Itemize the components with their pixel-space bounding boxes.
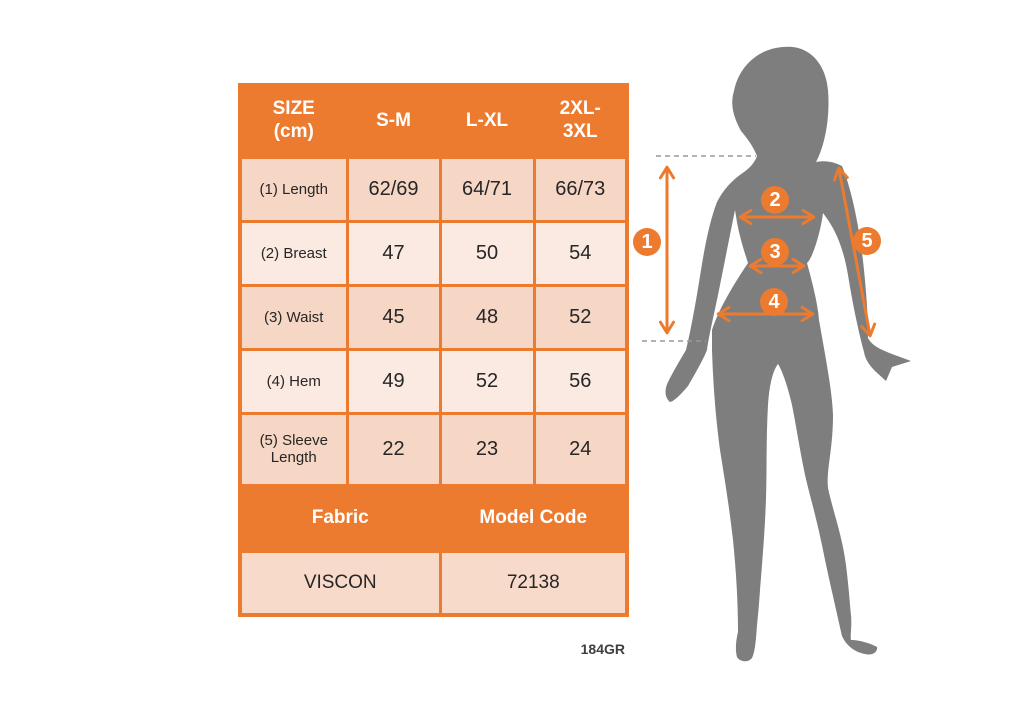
header-size-cm: SIZE (cm) [238, 83, 349, 159]
svg-text:4: 4 [768, 291, 780, 313]
header-col-2xl3xl: 2XL- 3XL [532, 83, 629, 159]
svg-text:5: 5 [861, 230, 872, 252]
cell-value: 62/69 [345, 155, 442, 223]
woman-silhouette [665, 46, 911, 662]
cell-value: 66/73 [532, 155, 629, 223]
model-code-label: Model Code [438, 483, 629, 553]
row-label-hem: (4) Hem [238, 347, 349, 415]
svg-text:3: 3 [769, 241, 780, 263]
row-label-sleeve-length: (5) Sleeve Length [238, 411, 349, 487]
cell-value: 48 [438, 283, 536, 351]
fabric-header-row: Fabric Model Code [238, 483, 629, 553]
measure-arrow-sleeve [832, 166, 877, 338]
size-table: SIZE (cm) S-M L-XL 2XL- 3XL (1) Length 6… [238, 83, 629, 617]
row-label-waist: (3) Waist [238, 283, 349, 351]
cell-value: 54 [532, 219, 629, 287]
header-col-lxl: L-XL [438, 83, 536, 159]
fabric-label: Fabric [238, 483, 442, 553]
cell-value: 52 [532, 283, 629, 351]
measure-badge-4: 4 [760, 288, 788, 316]
table-row: (3) Waist 45 48 52 [238, 283, 629, 351]
table-row: (2) Breast 47 50 54 [238, 219, 629, 287]
fabric-value-row: VISCON 72138 [238, 549, 629, 617]
header-col-sm: S-M [345, 83, 442, 159]
table-row: (4) Hem 49 52 56 [238, 347, 629, 415]
cell-value: 56 [532, 347, 629, 415]
cell-value: 64/71 [438, 155, 536, 223]
table-row: (1) Length 62/69 64/71 66/73 [238, 155, 629, 223]
row-label-length: (1) Length [238, 155, 349, 223]
table-header-row: SIZE (cm) S-M L-XL 2XL- 3XL [238, 83, 629, 159]
fabric-value: VISCON [238, 549, 442, 617]
svg-text:2: 2 [769, 189, 780, 211]
measure-badge-5: 5 [853, 227, 881, 255]
cell-value: 47 [345, 219, 442, 287]
svg-text:1: 1 [641, 231, 652, 253]
row-label-breast: (2) Breast [238, 219, 349, 287]
measurement-diagram: 1 2 3 4 5 [633, 46, 911, 662]
weight-note: 184GR [580, 641, 625, 657]
cell-value: 23 [438, 411, 536, 487]
measure-badge-1: 1 [633, 228, 661, 256]
cell-value: 24 [532, 411, 629, 487]
model-code-value: 72138 [438, 549, 629, 617]
cell-value: 50 [438, 219, 536, 287]
cell-value: 52 [438, 347, 536, 415]
measure-badge-2: 2 [761, 186, 789, 214]
cell-value: 49 [345, 347, 442, 415]
cell-value: 22 [345, 411, 442, 487]
cell-value: 45 [345, 283, 442, 351]
table-row: (5) Sleeve Length 22 23 24 [238, 411, 629, 487]
measure-badge-3: 3 [761, 238, 789, 266]
